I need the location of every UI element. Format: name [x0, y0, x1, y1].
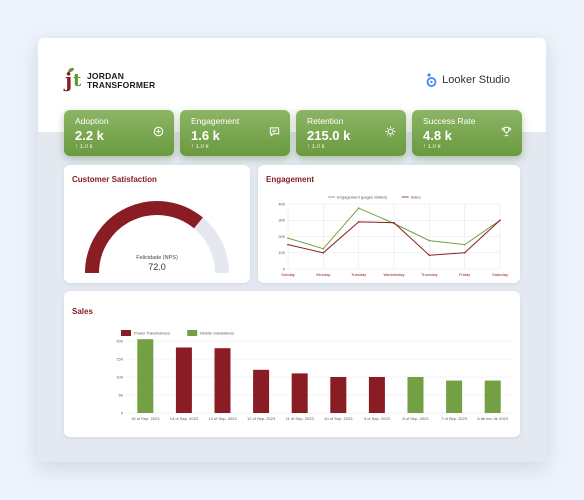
y-tick-label: 100 [278, 250, 285, 255]
kpi-label: Engagement [191, 116, 240, 126]
data-point [428, 254, 431, 256]
y-tick-label: 0 [283, 266, 286, 271]
legend-label: Power Transformers [134, 331, 170, 336]
brand-name-line1: JORDAN [87, 71, 125, 81]
bar [330, 377, 347, 413]
kpi-card-success-rate[interactable]: Success Rate 4.8 k ↑ 1.0 k [412, 110, 522, 156]
y-tick-label: 400 [278, 201, 285, 206]
data-point [322, 251, 325, 254]
looker-studio-badge: Looker Studio [426, 72, 510, 87]
data-point [499, 219, 501, 222]
kpi-card-adoption[interactable]: Adoption 2.2 k ↑ 1.0 k [64, 110, 174, 156]
dashboard-frame: j t JORDAN TRANSFORMER Looker Studio Ado… [38, 38, 546, 462]
x-tick-label: Sunday [281, 272, 295, 277]
x-tick-label: Wednesday [383, 272, 404, 277]
data-point [393, 221, 395, 224]
gauge-value: 72.0 [148, 262, 166, 272]
x-tick-label: Friday [459, 272, 470, 277]
x-tick-label: 12 of Sep. 2023 [247, 416, 276, 421]
x-tick-label: 11 of Sep. 2023 [286, 416, 315, 421]
brand-name: JORDAN TRANSFORMER [87, 72, 155, 90]
x-tick-label: Thursday [421, 272, 438, 277]
gauge-fill [85, 201, 203, 274]
y-tick-label: 150 [116, 356, 123, 361]
kpi-value: 2.2 k [75, 128, 104, 143]
x-tick-label: 7 of Sep. 2023 [441, 416, 468, 421]
plus-circle-icon [153, 126, 164, 137]
sun-icon [385, 126, 396, 137]
x-tick-label: 13 of Sep. 2023 [208, 416, 237, 421]
legend-swatch [121, 330, 131, 336]
data-point [463, 251, 466, 254]
card-title: Engagement [266, 175, 315, 184]
jt-logo-mark: j t [65, 68, 83, 94]
x-tick-label: 14 of Sep. 2023 [170, 416, 199, 421]
engagement-card: Engagement 0 100 200 300 400 Sunday Monday Tues… [258, 165, 520, 283]
bar [175, 347, 192, 413]
bar [484, 380, 501, 413]
kpi-delta: ↑ 1.0 k [191, 144, 209, 150]
x-tick-label: 8 of Sep. 2023 [402, 416, 429, 421]
data-point [287, 237, 289, 239]
y-tick-label: 200 [278, 234, 285, 239]
legend-label: Engagement (pages visited) [337, 194, 387, 199]
chat-icon [269, 127, 280, 137]
y-tick-label: 100 [116, 374, 123, 379]
kpi-delta: ↑ 1.0 k [75, 144, 93, 150]
data-point [428, 239, 431, 242]
bar [291, 373, 308, 413]
data-point [357, 221, 360, 223]
kpi-value: 1.6 k [191, 128, 220, 143]
data-point [357, 207, 360, 209]
x-tick-label: 9 of Sep. 2023 [364, 416, 391, 421]
bar [214, 348, 231, 413]
x-tick-label: Tuesday [351, 272, 366, 277]
customer-satisfaction-card: Customer Satisfaction Felicidade (NPS) 7… [64, 165, 250, 283]
x-tick-label: Saturday [492, 272, 508, 277]
x-tick-label: Monday [316, 272, 330, 277]
logo-letter-t: t [73, 70, 82, 91]
x-tick-label: 6 de fev. de 2023 [477, 416, 508, 421]
engagement-line-chart: 0 100 200 300 400 Sunday Monday Tuesday Wednesda… [278, 194, 508, 277]
logo-letter-j: j [65, 68, 73, 92]
y-tick-label: 50 [119, 392, 124, 397]
kpi-label: Retention [307, 116, 344, 126]
data-point [287, 243, 289, 246]
nps-gauge: Felicidade (NPS) 72.0 [85, 201, 229, 274]
y-tick-label: 200 [116, 338, 123, 343]
looker-studio-label: Looker Studio [442, 73, 510, 86]
kpi-card-retention[interactable]: Retention 215.0 k ↑ 1.0 k [296, 110, 406, 156]
x-tick-label: 15 of Sep. 2023 [131, 416, 160, 421]
kpi-value: 215.0 k [307, 128, 351, 143]
kpi-card-engagement[interactable]: Engagement 1.6 k ↑ 1.0 k [180, 110, 290, 156]
looker-studio-icon [426, 73, 437, 87]
bar [368, 377, 385, 413]
kpi-delta: ↑ 1.0 k [423, 144, 441, 150]
brand-name-line2: TRANSFORMER [87, 80, 156, 90]
sales-bar-chart: 0 50 100 150 200 Power Transformers Mobile Sub… [116, 330, 512, 421]
y-tick-label: 300 [278, 218, 285, 223]
x-tick-label: 10 of Sep. 2023 [324, 416, 353, 421]
y-tick-label: 0 [121, 410, 124, 415]
card-title: Customer Satisfaction [72, 175, 157, 184]
card-title: Sales [72, 307, 93, 316]
bar [137, 339, 154, 413]
trophy-icon [501, 126, 512, 137]
legend-label: Sales [411, 194, 421, 199]
kpi-value: 4.8 k [423, 128, 452, 143]
data-point [463, 243, 466, 246]
bar [253, 369, 270, 413]
legend-swatch [187, 330, 198, 336]
gauge-label: Felicidade (NPS) [136, 255, 178, 261]
legend-label: Mobile Substations [200, 331, 234, 336]
kpi-label: Success Rate [423, 116, 476, 126]
kpi-delta: ↑ 1.0 k [307, 144, 325, 150]
data-point [322, 247, 325, 250]
bar [446, 380, 463, 413]
kpi-label: Adoption [75, 116, 109, 126]
brand-logo: j t JORDAN TRANSFORMER [65, 68, 155, 94]
sales-card: Sales 0 50 100 150 200 Power Transformers Mobi… [64, 291, 520, 437]
logo-leaf [68, 68, 74, 72]
bar [407, 377, 424, 413]
